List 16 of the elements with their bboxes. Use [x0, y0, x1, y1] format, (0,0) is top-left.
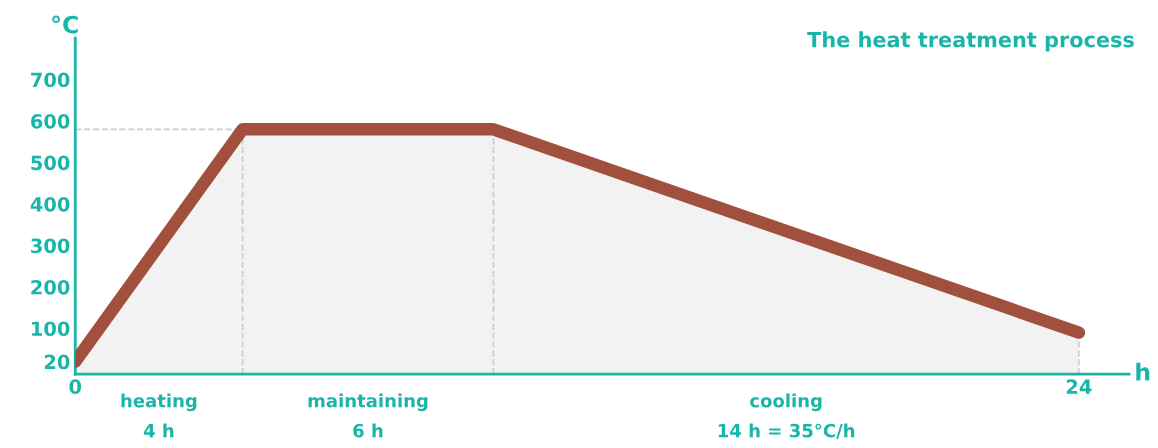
y-tick-label: 700 — [31, 72, 70, 88]
x-tick-label: 0 — [69, 379, 82, 394]
text: heating 4 h — [121, 393, 197, 438]
x-axis-title: h — [1136, 362, 1150, 381]
y-tick-label: 20 — [44, 354, 70, 370]
y-tick-label: 300 — [31, 238, 70, 254]
chart-title: The heat treatment process — [807, 31, 1134, 52]
y-tick-label: 200 — [31, 279, 70, 295]
y-tick-label: 500 — [31, 155, 70, 171]
y-tick-label: 100 — [32, 321, 70, 337]
y-tick-label: 600 — [31, 114, 70, 129]
x-tick-label: 24 — [1066, 379, 1092, 394]
y-axis-title: °C — [52, 15, 78, 34]
text: cooling 14 h = 35°C/h — [718, 393, 855, 439]
y-tick-label: 400 — [30, 196, 70, 212]
text: maintaining 6 h — [308, 393, 428, 438]
